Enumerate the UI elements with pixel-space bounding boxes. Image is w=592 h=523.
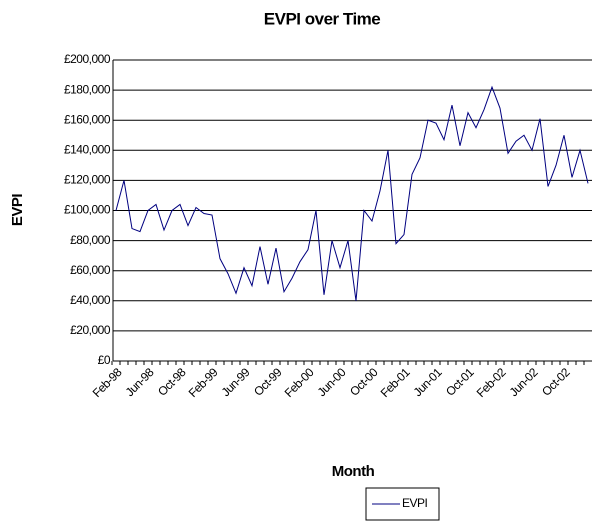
x-tick-label: Jun-99 <box>219 365 253 399</box>
y-tick-label: £140,000 <box>64 142 111 156</box>
y-tick-label: £80,000 <box>70 233 111 247</box>
x-tick-label: Jun-00 <box>315 365 349 399</box>
legend-label: EVPI <box>402 496 428 510</box>
x-axis-title: Month <box>332 463 375 480</box>
y-tick-label: £0 <box>98 353 111 367</box>
y-tick-label: £160,000 <box>64 112 111 126</box>
y-tick-label: £120,000 <box>64 173 111 187</box>
x-tick-label: Jun-98 <box>123 365 157 399</box>
x-tick-label: Oct-01 <box>443 365 477 399</box>
y-tick-label: £20,000 <box>70 323 111 337</box>
x-tick-label: Feb-98 <box>90 365 125 400</box>
x-tick-label: Jun-02 <box>507 365 541 399</box>
y-tick-label: £200,000 <box>64 52 111 66</box>
x-tick-label: Jun-01 <box>411 365 445 399</box>
x-tick-label: Oct-98 <box>155 365 189 399</box>
x-tick-label: Oct-00 <box>347 365 381 399</box>
x-tick-label: Feb-99 <box>186 365 221 400</box>
y-axis-title: EVPI <box>9 194 26 227</box>
x-tick-label: Oct-02 <box>539 365 573 399</box>
y-tick-label: £40,000 <box>70 293 111 307</box>
x-tick-label: Feb-00 <box>282 365 317 400</box>
y-tick-label: £180,000 <box>64 82 111 96</box>
line-series <box>115 85 589 301</box>
x-tick-label: Feb-01 <box>378 365 413 400</box>
y-tick-label: £60,000 <box>70 263 111 277</box>
x-tick-label: Oct-99 <box>251 365 285 399</box>
x-tick-label: Feb-02 <box>474 365 509 400</box>
y-tick-label: £100,000 <box>64 203 111 217</box>
chart-title: EVPI over Time <box>264 9 381 28</box>
